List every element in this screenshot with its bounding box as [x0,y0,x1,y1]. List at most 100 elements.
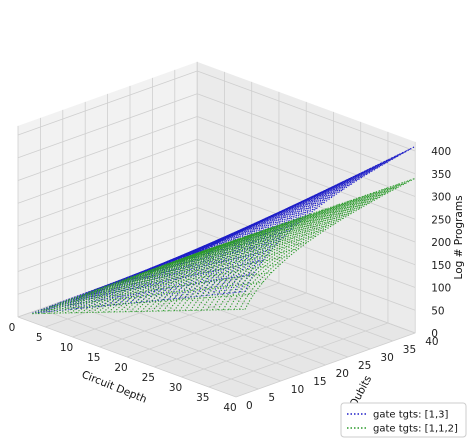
x-tick-label: 30 [169,382,182,394]
legend-box [340,402,467,438]
data-surfaces [32,145,416,315]
grid-left-z [17,184,198,250]
series-1-line-qubits-10 [68,238,281,300]
series-2-line-depth-36 [222,185,394,311]
series-2-line-qubits-16 [94,241,308,291]
grid-floor-qubits [62,300,281,382]
grid-floor-qubits [17,316,237,398]
series-1-line-qubits-40 [202,145,416,251]
z-tick-label: 200 [431,237,451,249]
series-2-line-depth-25 [162,205,334,312]
series-2-line-depth-1 [32,250,203,315]
z-tick-label: 50 [431,305,444,317]
y-tick-label: 5 [268,392,275,404]
series-1-line-qubits-2 [32,291,246,314]
x-tick-label: 40 [223,402,236,414]
z-tick-label: 100 [431,283,451,295]
series-1-line-qubits-34 [175,161,389,261]
series-1-line-qubits-6 [50,259,264,307]
series-2-line-depth-30 [190,196,361,311]
x-tick-label: 0 [9,322,16,334]
y-tick-label: 10 [291,384,304,396]
series-1-line-qubits-20 [112,201,326,284]
series-1-line-qubits-8 [59,248,272,304]
z-axis-label: Log # Programs [453,195,465,279]
z-tick-label: 0 [431,328,438,340]
grid-floor-qubits [40,308,259,390]
grid-back-z [197,207,416,288]
grid-floor-qubits [129,276,349,358]
series-2-line-depth-40 [244,177,416,310]
legend-label-series-1: gate tgts: [1,3] [373,410,448,421]
series-2-line-depth-9 [75,235,247,314]
grid-left-z [17,116,198,181]
series-2-line-depth-20 [135,215,307,312]
series-1-line-depth-23 [151,191,323,302]
grid-back-z [197,70,416,152]
series-1-line-qubits-28 [148,177,362,271]
y-tick-label: 15 [313,376,326,388]
x-tick-label: 35 [196,392,209,404]
series-2-line-qubits-26 [139,212,353,275]
series-2-line-qubits-18 [103,235,317,288]
x-tick-label: 5 [36,332,43,344]
grid-left-z [17,207,198,272]
series-1-line-depth-28 [179,177,351,299]
series-2-line-depth-10 [81,233,252,314]
z-tick-label: 250 [431,214,451,226]
grid-left-z [17,161,198,227]
axis-panes [18,61,416,397]
series-2-line-depth-34 [211,189,383,311]
series-1-line-depth-32 [200,167,372,297]
series-2-line-qubits-22 [121,223,335,281]
series-1-line-depth-40 [244,145,416,292]
series-2-line-depth-23 [151,209,323,312]
series-1-line-qubits-22 [121,194,335,281]
series-2-line-qubits-36 [184,187,398,259]
y-tick-label: 35 [403,344,416,356]
grid-left-z [17,93,198,159]
x-tick-label: 20 [114,362,127,374]
legend: gate tgts: [1,3] gate tgts: [1,1,2] [340,402,467,438]
grid-back-z [197,93,416,175]
series-2-line-depth-37 [228,183,400,310]
series-2-line-qubits-30 [157,201,371,268]
series-2-line-depth-32 [200,192,372,311]
x-tick-label: 15 [87,352,100,364]
series-2-line-qubits-2 [32,308,246,315]
series-2-line-depth-16 [113,222,285,313]
z-tick-label: 300 [431,192,451,204]
series-1-line-depth-39 [239,148,411,293]
series-1-line-qubits-26 [139,182,353,274]
grid-floor-qubits [85,292,304,374]
x-tick-label: 25 [142,372,155,384]
x-tick-label: 10 [60,342,73,354]
series-2-line-depth-19 [130,216,302,313]
series-1-line-depth-30 [190,172,361,298]
z-tick-label: 350 [431,169,451,181]
series-2-line-qubits-28 [148,207,362,272]
y-tick-label: 0 [246,400,253,412]
series-2-line-depth-15 [108,224,280,313]
series-1-line-depth-36 [222,156,394,295]
series-2-line-qubits-34 [175,192,389,262]
series-2-line-depth-29 [184,198,356,311]
y-tick-label: 25 [358,360,371,372]
legend-label-series-2: gate tgts: [1,1,2] [373,424,458,435]
grid-back-z [197,116,416,197]
series-2-line-depth-17 [119,220,291,313]
grid-back-z [197,184,416,266]
series-2-line-qubits-20 [112,229,326,285]
grid-left-z [17,70,198,136]
series-2-line-depth-24 [157,207,329,312]
z-tick-label: 400 [431,146,451,158]
surface-series-2 [32,177,416,315]
series-2-line-depth-31 [195,194,367,311]
grid-back-z [197,138,416,220]
series-2-line-qubits-38 [193,182,407,255]
y-tick-label: 40 [425,336,438,348]
grid-left-z [17,229,198,295]
series-2-line-depth-6 [59,241,231,314]
